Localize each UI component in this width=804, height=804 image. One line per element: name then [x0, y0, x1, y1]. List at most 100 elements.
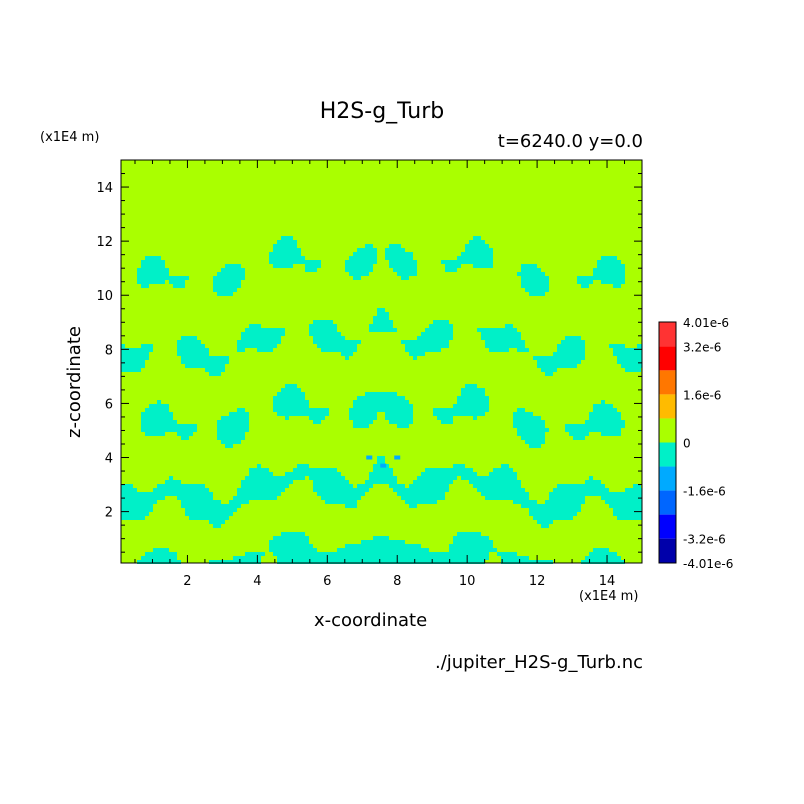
negative-region — [345, 504, 357, 508]
negative-region — [325, 500, 357, 504]
negative-region — [145, 432, 165, 436]
negative-region — [489, 348, 509, 352]
negative-region — [409, 484, 449, 488]
negative-region — [349, 272, 369, 276]
negative-region — [585, 420, 625, 424]
negative-region — [377, 460, 385, 464]
z-axis-unit: (x1E4 m) — [40, 130, 100, 145]
negative-region — [237, 408, 245, 412]
negative-region — [621, 364, 642, 368]
negative-region — [309, 416, 325, 420]
negative-region — [573, 436, 585, 440]
negative-region — [529, 508, 581, 512]
negative-region — [369, 476, 397, 480]
negative-region — [501, 560, 553, 564]
negative-region — [565, 428, 621, 432]
negative-region — [597, 264, 625, 268]
negative-region — [565, 424, 625, 428]
negative-region — [345, 356, 349, 360]
negative-region — [169, 476, 173, 480]
negative-region — [521, 264, 537, 268]
colorbar-level — [659, 322, 676, 347]
negative-region — [249, 324, 261, 328]
x-axis-unit: (x1E4 m) — [579, 589, 639, 604]
negative-region — [561, 340, 585, 344]
negative-region — [465, 248, 493, 252]
negative-region — [409, 352, 425, 356]
negative-region — [425, 468, 473, 472]
negative-region — [385, 256, 413, 260]
negative-region — [293, 468, 337, 472]
negative-region — [121, 368, 141, 372]
negative-region — [613, 284, 621, 288]
negative-region — [517, 432, 545, 436]
negative-region — [389, 264, 417, 268]
negative-region — [473, 264, 493, 268]
negative-region — [217, 436, 245, 440]
colorbar-tick-label: -3.2e-6 — [683, 533, 726, 547]
plot-axes: 2 4 6 8 10 12 14 2 4 6 8 10 12 14 — [96, 159, 643, 589]
negative-region — [121, 512, 149, 516]
negative-region — [521, 268, 541, 272]
negative-region — [461, 388, 485, 392]
negative-region — [353, 420, 373, 424]
negative-region — [429, 324, 453, 328]
z-tick-label: 8 — [105, 343, 113, 358]
z-tick-label: 2 — [105, 506, 113, 521]
negative-region — [213, 280, 241, 284]
negative-region — [237, 488, 285, 492]
negative-region — [345, 268, 373, 272]
negative-region — [273, 264, 293, 268]
negative-region — [273, 404, 309, 408]
negative-region — [149, 404, 169, 408]
negative-region — [349, 256, 377, 260]
negative-region — [609, 344, 625, 348]
negative-region — [405, 348, 441, 352]
z-tick-label: 14 — [96, 181, 113, 196]
negative-region — [445, 268, 457, 272]
negative-region — [353, 252, 377, 256]
negative-region — [185, 364, 225, 368]
negative-region — [209, 560, 261, 564]
negative-region — [525, 288, 549, 292]
negative-region — [521, 284, 549, 288]
negative-region — [557, 348, 585, 352]
negative-region — [241, 480, 293, 484]
negative-region — [369, 472, 393, 476]
negative-region — [589, 416, 621, 420]
negative-region — [589, 476, 593, 480]
negative-region — [513, 420, 545, 424]
negative-region — [269, 548, 317, 552]
negative-region — [317, 344, 357, 348]
negative-region — [229, 500, 249, 504]
negative-region — [441, 420, 453, 424]
negative-region — [577, 280, 593, 284]
negative-region — [457, 396, 489, 400]
colorbar-tick-label: -4.01e-6 — [683, 557, 733, 571]
negative-region — [285, 384, 297, 388]
negative-region — [165, 480, 181, 484]
negative-region — [393, 268, 417, 272]
negative-region — [385, 416, 413, 420]
negative-region — [357, 248, 377, 252]
negative-region — [237, 340, 281, 344]
negative-region — [141, 284, 149, 288]
negative-region — [217, 432, 245, 436]
colorbar-level — [659, 490, 676, 515]
negative-region — [537, 520, 553, 524]
negative-region — [273, 396, 305, 400]
negative-region — [141, 260, 165, 264]
negative-region — [453, 464, 465, 468]
negative-region — [517, 428, 549, 432]
negative-region — [221, 440, 241, 444]
negative-region — [585, 480, 601, 484]
negative-region — [477, 488, 525, 492]
negative-region — [257, 348, 273, 352]
negative-region — [589, 412, 621, 416]
colorbar-level — [659, 370, 676, 395]
negative-region — [357, 396, 405, 400]
negative-region — [377, 312, 389, 316]
negative-region — [521, 276, 549, 280]
negative-region — [445, 264, 461, 268]
negative-region — [521, 280, 549, 284]
